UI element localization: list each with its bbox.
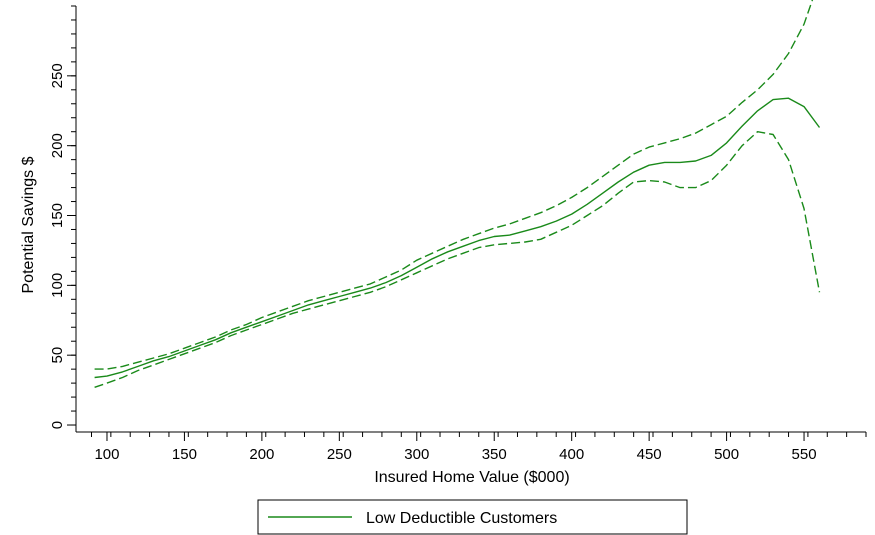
x-tick-label: 400: [559, 446, 584, 463]
x-tick-label: 300: [404, 446, 429, 463]
x-tick-label: 200: [249, 446, 274, 463]
y-axis: 0 50 100 150 200 250: [49, 5, 77, 432]
upper-bound-line: [94, 0, 814, 370]
legend: Low Deductible Customers: [257, 499, 688, 535]
x-tick-label: 100: [94, 446, 119, 463]
legend-label: Low Deductible Customers: [366, 510, 557, 527]
x-tick-label: 500: [714, 446, 739, 463]
x-tick-label: 550: [792, 446, 817, 463]
x-axis-title: Insured Home Value ($000): [374, 469, 569, 486]
x-tick-label: 250: [327, 446, 352, 463]
x-axis: 100 150 200 250 300 350 400 450 500 550: [76, 431, 867, 463]
x-tick-label: 150: [172, 446, 197, 463]
x-tick-label: 450: [637, 446, 662, 463]
y-tick-label: 50: [49, 347, 66, 364]
x-tick-label: 350: [482, 446, 507, 463]
lower-bound-line: [94, 130, 821, 388]
y-tick-label: 250: [49, 63, 66, 88]
y-tick-label: 150: [49, 203, 66, 228]
y-tick-label: 100: [49, 273, 66, 298]
y-axis-title: Potential Savings $: [20, 156, 37, 293]
series-line: [94, 97, 821, 379]
y-tick-label: 0: [49, 421, 66, 429]
y-tick-label: 200: [49, 133, 66, 158]
plot-area: [94, 0, 821, 388]
